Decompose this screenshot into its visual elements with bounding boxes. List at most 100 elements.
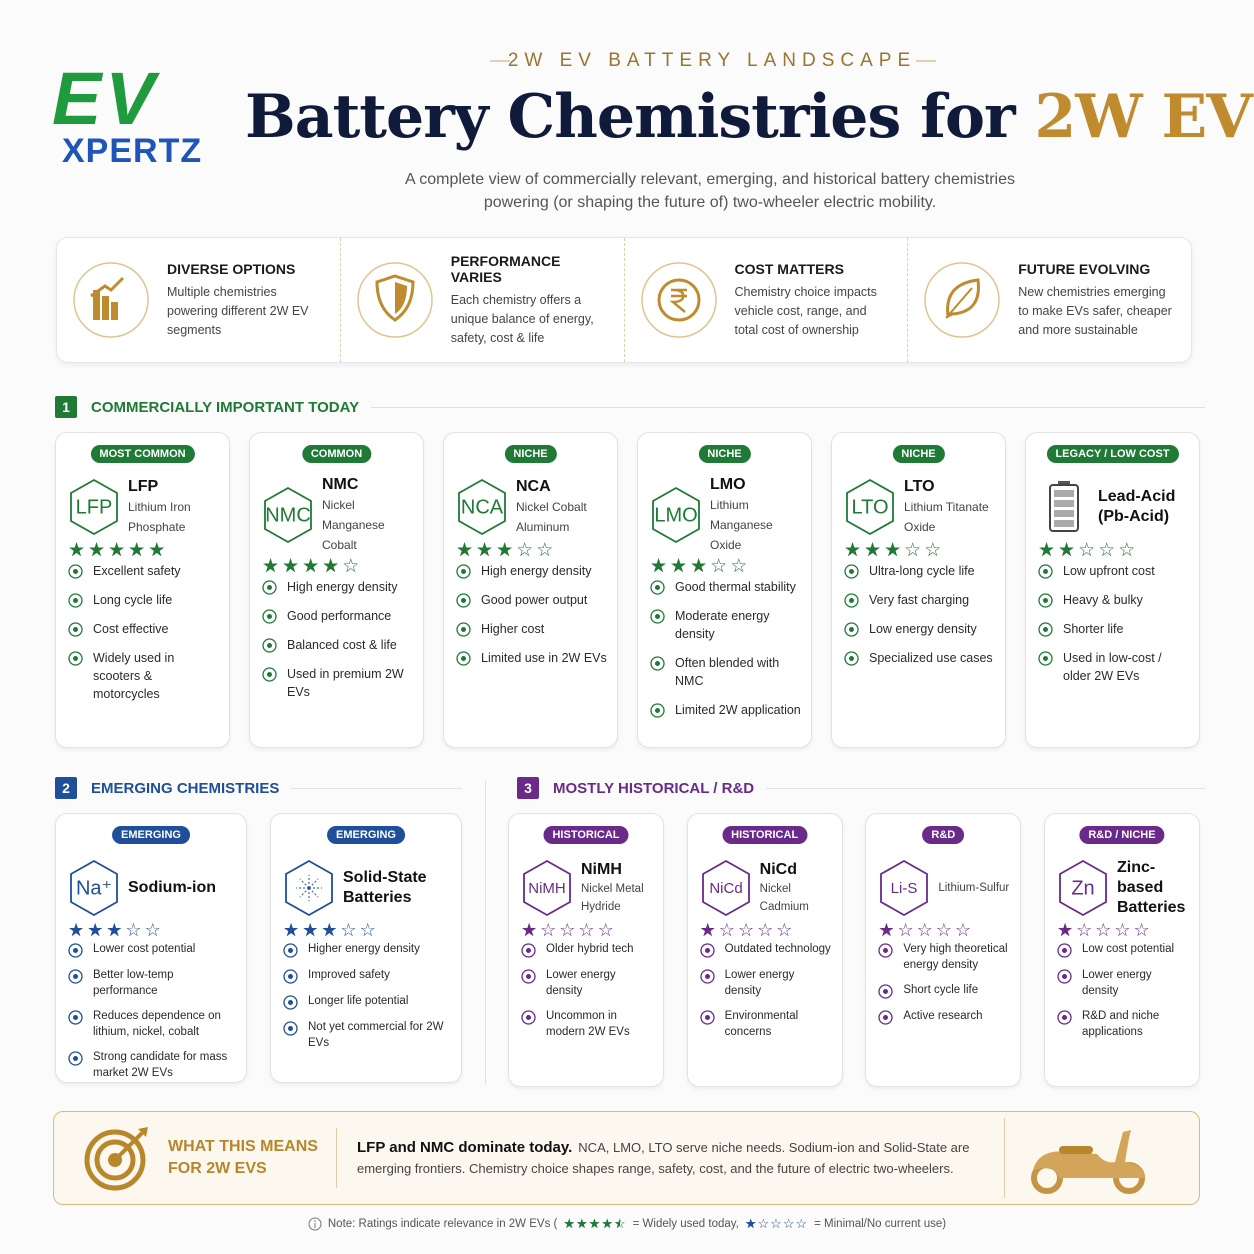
point-icon — [878, 1010, 893, 1025]
point: Longer life potential — [283, 993, 453, 1010]
point-text: Lower energy density — [546, 969, 616, 997]
star-rating: ☆ ★ ☆ ★ ☆ ★ ☆☆ — [650, 556, 750, 577]
point: Uncommon in modern 2W EVs — [521, 1008, 655, 1040]
star-fill: ★ — [302, 556, 323, 577]
point-list: Lower cost potential Better low-temp perf… — [68, 941, 238, 1081]
point-dot — [849, 598, 854, 603]
star: ☆ — [935, 920, 955, 940]
star: ☆★ — [744, 1216, 758, 1231]
chemistry-name: NCA — [516, 478, 551, 495]
star: ☆ — [924, 540, 945, 561]
star: ☆ — [916, 920, 936, 940]
point-text: Short cycle life — [903, 984, 979, 996]
star-rating: ☆ ★ ☆☆☆☆ — [1057, 920, 1153, 940]
star-fill: ★ — [282, 556, 303, 577]
star-fill: ★ — [302, 920, 322, 940]
chemistry-name: Zinc-based Batteries — [1116, 859, 1186, 916]
title: Battery Chemistries for 2W EVs — [245, 82, 1254, 152]
logo-mark: EV — [52, 57, 159, 140]
chemistry-card: LEGACY / LOW COST Lead-Acid (Pb-Acid) ☆ ★ ☆ ★… — [1025, 432, 1200, 748]
point-icon — [262, 638, 277, 653]
point-icon — [650, 703, 665, 718]
star-fill: ★ — [322, 556, 343, 577]
highlight: COST MATTERS Chemistry choice impacts veh… — [625, 238, 909, 362]
point: R&D and niche applications — [1057, 1008, 1191, 1040]
star-fill: ★ — [456, 540, 477, 561]
point-icon — [1057, 969, 1072, 984]
star-fill: ★ — [87, 920, 107, 940]
point-icon — [650, 656, 665, 671]
kicker-rules — [490, 60, 936, 62]
point-list: Older hybrid tech Lower energy density Unc… — [521, 941, 655, 1040]
hexagon — [458, 478, 506, 536]
highlight-title: COST MATTERS — [734, 260, 844, 277]
highlight-icon — [357, 262, 433, 338]
star: ☆★ — [878, 920, 898, 940]
point-text: Not yet commercial for 2W EVs — [308, 1021, 444, 1049]
star-fill: ★ — [844, 540, 865, 561]
star: ☆ — [1078, 540, 1099, 561]
chemistry-full-name: Nickel Metal Hydride — [581, 883, 644, 913]
point-text: Heavy & bulky — [1063, 593, 1143, 607]
point-dot — [73, 569, 78, 574]
point-icon — [68, 593, 83, 608]
hexagon — [652, 486, 700, 544]
star: ☆ — [776, 920, 796, 940]
icon-rupee — [669, 288, 687, 313]
point: Heavy & bulky — [1038, 591, 1191, 609]
icon-arrow — [90, 276, 125, 298]
star-fill: ★ — [563, 1216, 576, 1231]
summary-text: LFP and NMC dominate today. NCA, LMO, LTO… — [337, 1137, 1004, 1179]
star: ☆ — [1118, 540, 1139, 561]
card-head: Zn Zinc-based Batteries — [1057, 856, 1191, 920]
chemistry-symbol: NMC — [265, 504, 311, 526]
star: ☆ — [718, 920, 738, 940]
star: ☆★ — [884, 540, 905, 561]
star: ☆ — [342, 556, 363, 577]
star: ☆★ — [456, 540, 477, 561]
chemistry-symbol: Li-S — [891, 880, 918, 897]
star: ☆★ — [108, 540, 129, 561]
star: ☆★ — [262, 556, 283, 577]
card-row: MOST COMMON LFP LFP Lithium Iron Phosphate ☆… — [55, 432, 1200, 748]
star-fill: ★ — [1056, 920, 1077, 940]
star: ☆★ — [128, 540, 149, 561]
point-text: Improved safety — [308, 969, 390, 981]
point: Very fast charging — [844, 591, 997, 609]
chemistry-card: COMMON NMC NMC Nickel Manganese Cobalt ☆ ★ ☆ ★ ☆… — [249, 432, 424, 748]
card-head: Lead-Acid (Pb-Acid) — [1038, 475, 1191, 539]
point: Low energy density — [844, 620, 997, 638]
point: Low upfront cost — [1038, 562, 1191, 580]
highlight-text: COST MATTERS Chemistry choice impacts veh… — [735, 261, 894, 340]
section-rule — [291, 787, 462, 789]
point-icon — [700, 969, 715, 984]
star: ☆★ — [563, 1216, 576, 1231]
point-icon — [283, 1021, 298, 1036]
section-number: 2 — [55, 777, 77, 799]
icon-coin — [657, 278, 700, 322]
card-badge: NICHE — [504, 445, 557, 463]
star-fill: ★ — [588, 1216, 602, 1231]
chemistry-name: LTO — [904, 478, 935, 495]
chemistry-name: LFP — [128, 478, 159, 495]
point-list: Low upfront cost Heavy & bulky Shorter lif… — [1038, 562, 1191, 685]
point-text: High energy density — [287, 580, 398, 594]
point: Short cycle life — [878, 982, 1012, 999]
star-rating: ☆ ★ ☆ ★ ☆☆☆ — [1038, 540, 1138, 561]
point-text: Long cycle life — [93, 593, 173, 607]
point-icon — [1057, 943, 1072, 958]
star: ☆ — [559, 920, 579, 940]
point-text: Used in premium 2W EVs — [287, 667, 404, 699]
star-fill: ★ — [262, 556, 283, 577]
point-icon — [1057, 1010, 1072, 1025]
point-dot — [288, 974, 293, 979]
star-fill: ★ — [283, 920, 303, 940]
hexagon — [880, 859, 929, 917]
highlight: PERFORMANCE VARIES Each chemistry offers … — [341, 238, 625, 362]
star-fill: ★ — [106, 920, 126, 940]
star: ☆ — [340, 920, 360, 940]
chemistry-full-name: Lithium Iron Phosphate — [128, 500, 191, 534]
point-icon — [68, 943, 83, 958]
chemistry-card: NICHE LTO LTO Lithium Titanate Oxide ☆ ★ ☆ ★ ☆ ★ ☆… — [831, 432, 1006, 748]
star-fill: ★ — [1058, 540, 1079, 561]
